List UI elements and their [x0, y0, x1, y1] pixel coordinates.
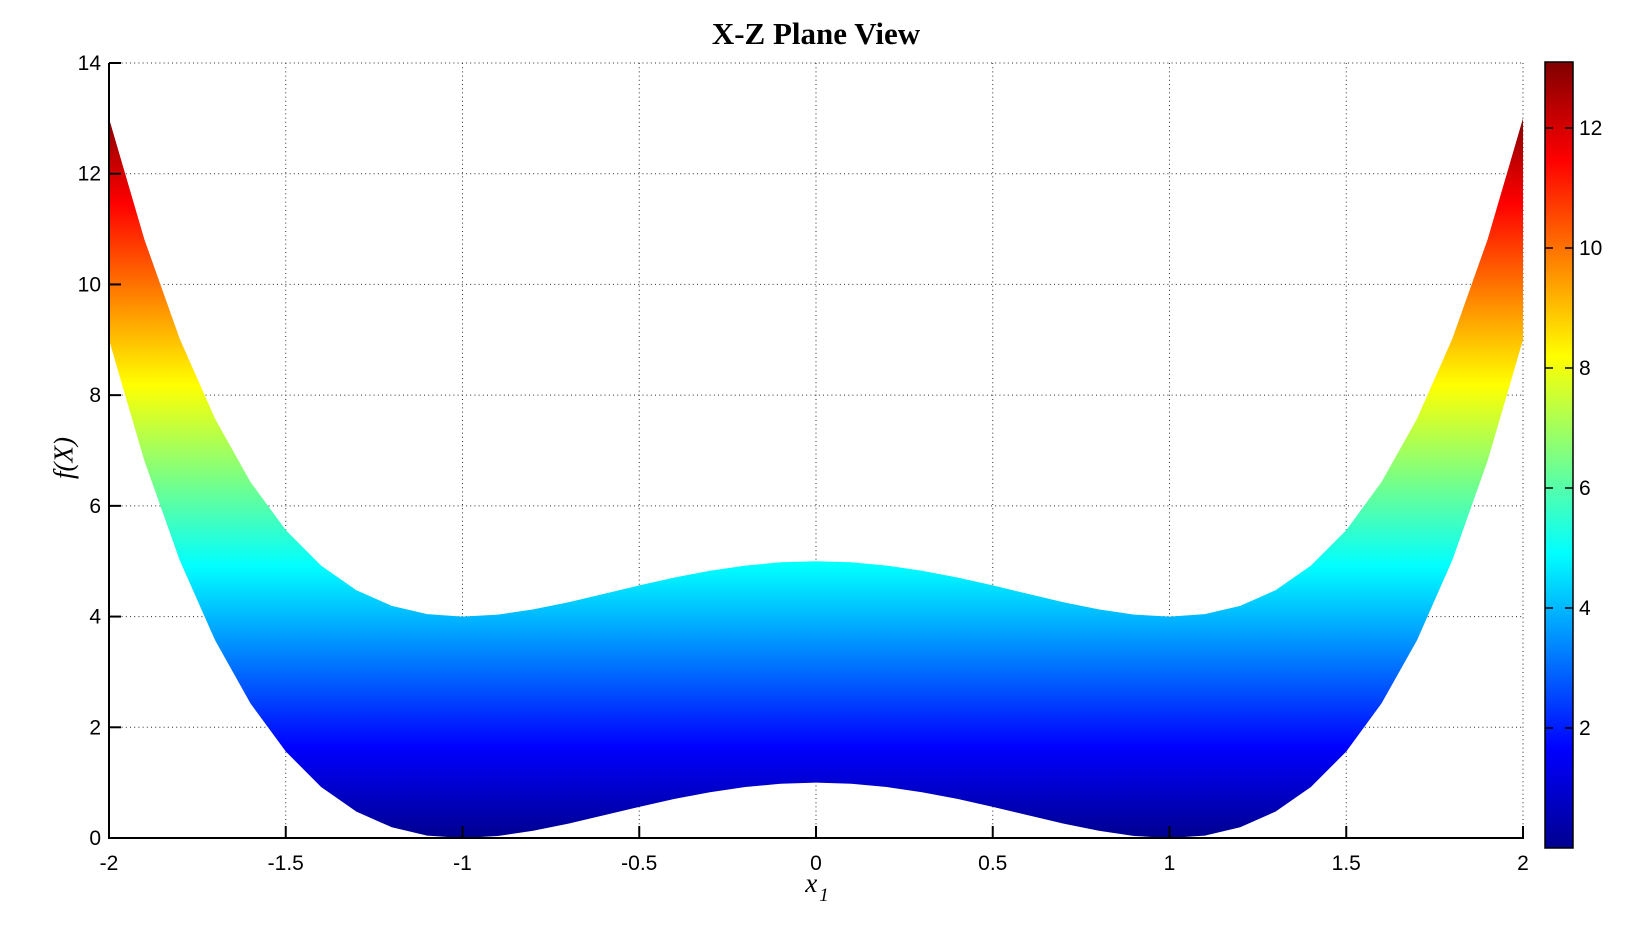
x-tick-label: -2: [100, 852, 119, 875]
y-axis-label: f(X): [48, 437, 79, 479]
x-tick-label: -1.5: [268, 852, 304, 875]
colorbar-tick-label: 6: [1579, 477, 1591, 500]
x-tick-label: 0.5: [978, 852, 1007, 875]
y-tick-label: 8: [89, 384, 101, 407]
x-tick-label: 1.5: [1332, 852, 1361, 875]
colorbar: [1544, 61, 1574, 849]
x-tick-label: 2: [1517, 852, 1529, 875]
y-tick-label: 6: [89, 495, 101, 518]
x-axis-label-subscript: 1: [819, 885, 829, 906]
colorbar-tick-label: 12: [1579, 117, 1602, 140]
y-tick-label: 0: [89, 827, 101, 850]
x-axis-label-base: x: [805, 868, 818, 898]
x-tick-label: -1: [453, 852, 472, 875]
y-tick-label: 12: [78, 163, 101, 186]
y-tick-label: 14: [78, 52, 102, 75]
y-tick-label: 4: [89, 606, 101, 629]
colorbar-tick-label: 8: [1579, 357, 1591, 380]
x-tick-label: -0.5: [621, 852, 657, 875]
chart-title: X-Z Plane View: [711, 16, 921, 51]
colorbar-tick-label: 2: [1579, 717, 1591, 740]
colorbar-tick-label: 4: [1579, 597, 1591, 620]
x-tick-label: 1: [1164, 852, 1176, 875]
y-tick-label: 2: [89, 716, 101, 739]
surface-band: [109, 118, 1523, 838]
colorbar-tick-label: 10: [1579, 237, 1602, 260]
x-tick-label: 0: [810, 852, 822, 875]
y-tick-label: 10: [78, 273, 101, 296]
